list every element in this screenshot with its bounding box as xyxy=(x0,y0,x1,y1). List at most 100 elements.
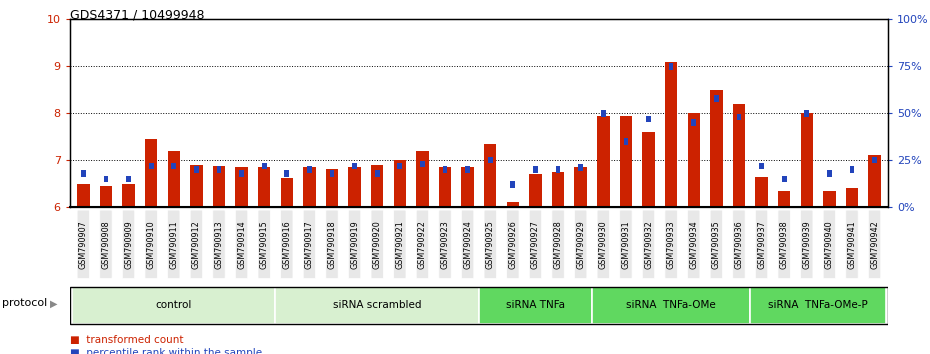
Bar xyxy=(751,287,886,324)
Text: GSM790927: GSM790927 xyxy=(531,220,540,269)
FancyBboxPatch shape xyxy=(100,210,113,279)
Bar xyxy=(72,287,275,324)
FancyBboxPatch shape xyxy=(597,210,609,279)
Text: GSM790934: GSM790934 xyxy=(689,220,698,269)
Text: GSM790913: GSM790913 xyxy=(215,220,223,269)
Bar xyxy=(733,104,745,207)
Text: GSM790941: GSM790941 xyxy=(847,220,857,269)
Text: GSM790929: GSM790929 xyxy=(577,220,585,269)
Bar xyxy=(529,174,541,207)
FancyBboxPatch shape xyxy=(801,210,813,279)
FancyBboxPatch shape xyxy=(755,210,768,279)
FancyBboxPatch shape xyxy=(258,210,271,279)
Text: ▶: ▶ xyxy=(50,298,58,308)
Bar xyxy=(669,63,673,70)
FancyBboxPatch shape xyxy=(619,210,632,279)
FancyBboxPatch shape xyxy=(845,210,858,279)
Bar xyxy=(397,162,402,169)
Text: GSM790909: GSM790909 xyxy=(124,220,133,269)
FancyBboxPatch shape xyxy=(665,210,677,279)
FancyBboxPatch shape xyxy=(529,210,541,279)
Text: ■  percentile rank within the sample: ■ percentile rank within the sample xyxy=(70,348,262,354)
FancyBboxPatch shape xyxy=(575,210,587,279)
FancyBboxPatch shape xyxy=(485,210,497,279)
FancyBboxPatch shape xyxy=(190,210,203,279)
Text: GSM790933: GSM790933 xyxy=(667,220,675,269)
Bar xyxy=(827,170,831,177)
Bar xyxy=(601,110,605,116)
Bar xyxy=(759,162,764,169)
Text: GSM790915: GSM790915 xyxy=(259,220,269,269)
Bar xyxy=(804,110,809,116)
Bar xyxy=(556,166,561,173)
FancyBboxPatch shape xyxy=(371,210,383,279)
Bar xyxy=(869,155,881,207)
FancyBboxPatch shape xyxy=(349,210,361,279)
FancyBboxPatch shape xyxy=(77,210,89,279)
Bar xyxy=(420,161,425,167)
Bar xyxy=(235,167,247,207)
Bar xyxy=(303,167,315,207)
Text: siRNA scrambled: siRNA scrambled xyxy=(333,300,421,310)
FancyBboxPatch shape xyxy=(507,210,519,279)
FancyBboxPatch shape xyxy=(281,210,293,279)
Text: GSM790912: GSM790912 xyxy=(192,220,201,269)
Bar xyxy=(443,166,447,173)
Text: GSM790918: GSM790918 xyxy=(327,220,337,269)
FancyBboxPatch shape xyxy=(461,210,473,279)
FancyBboxPatch shape xyxy=(145,210,157,279)
Bar xyxy=(439,167,451,207)
Bar xyxy=(479,287,592,324)
Bar xyxy=(281,178,293,207)
Bar xyxy=(714,95,719,102)
Bar xyxy=(149,162,153,169)
Text: ■  transformed count: ■ transformed count xyxy=(70,335,183,344)
Bar xyxy=(623,138,629,145)
Bar xyxy=(551,172,565,207)
Bar xyxy=(123,184,135,207)
Bar xyxy=(578,164,583,171)
FancyBboxPatch shape xyxy=(551,210,565,279)
Text: GSM790916: GSM790916 xyxy=(283,220,291,269)
Bar xyxy=(285,170,289,177)
Text: protocol: protocol xyxy=(2,298,47,308)
Bar xyxy=(511,181,515,188)
Bar xyxy=(349,167,361,207)
Bar xyxy=(371,165,383,207)
Bar xyxy=(461,167,474,207)
Bar xyxy=(190,165,203,207)
Bar xyxy=(484,144,497,207)
Bar xyxy=(782,176,787,182)
Text: GSM790940: GSM790940 xyxy=(825,220,834,269)
FancyBboxPatch shape xyxy=(393,210,406,279)
Bar xyxy=(777,191,790,207)
Text: control: control xyxy=(155,300,192,310)
Bar xyxy=(665,62,677,207)
FancyBboxPatch shape xyxy=(733,210,745,279)
Bar xyxy=(872,157,877,164)
Text: GSM790931: GSM790931 xyxy=(621,220,631,269)
Bar xyxy=(217,166,221,173)
Bar xyxy=(646,116,651,122)
Text: GSM790911: GSM790911 xyxy=(169,220,179,269)
FancyBboxPatch shape xyxy=(123,210,135,279)
Bar xyxy=(643,132,655,207)
Bar xyxy=(597,116,609,207)
Bar xyxy=(687,113,700,207)
FancyBboxPatch shape xyxy=(235,210,247,279)
FancyBboxPatch shape xyxy=(643,210,655,279)
Bar xyxy=(592,287,751,324)
FancyBboxPatch shape xyxy=(303,210,315,279)
Bar xyxy=(417,151,429,207)
Text: GSM790907: GSM790907 xyxy=(79,220,87,269)
Bar xyxy=(488,157,493,164)
Text: siRNA TNFa: siRNA TNFa xyxy=(506,300,565,310)
Text: GSM790921: GSM790921 xyxy=(395,220,405,269)
Text: siRNA  TNFa-OMe: siRNA TNFa-OMe xyxy=(626,300,716,310)
Bar xyxy=(823,191,835,207)
Text: GSM790922: GSM790922 xyxy=(418,220,427,269)
FancyBboxPatch shape xyxy=(213,210,225,279)
Bar xyxy=(465,166,470,173)
FancyBboxPatch shape xyxy=(869,210,881,279)
FancyBboxPatch shape xyxy=(167,210,179,279)
